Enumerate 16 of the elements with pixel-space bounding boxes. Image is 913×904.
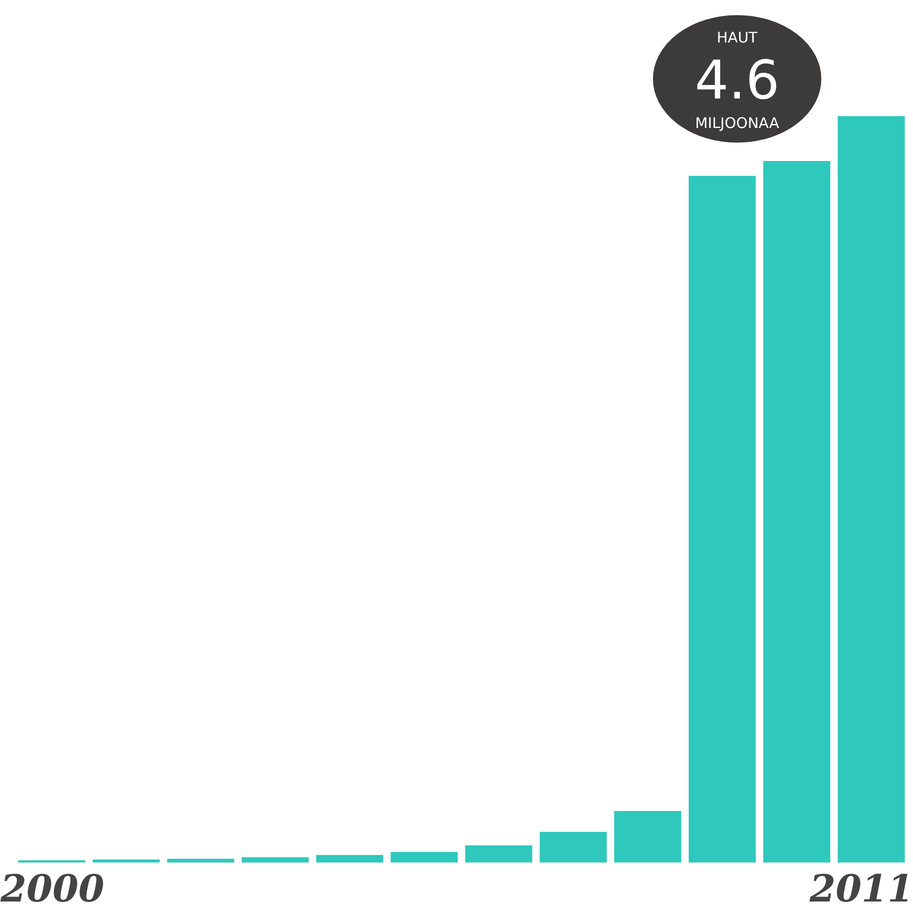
bar <box>242 857 309 862</box>
text: 4.6 <box>694 48 780 112</box>
annotation: MILJOONAA <box>695 115 780 132</box>
bar <box>763 160 830 862</box>
bar <box>316 855 384 862</box>
bar <box>167 858 234 862</box>
bar <box>540 832 607 862</box>
text: HAUT <box>716 29 758 46</box>
x-tick-label: 2011 <box>808 866 913 904</box>
bar <box>614 811 682 862</box>
bar <box>465 845 532 862</box>
bar <box>390 852 458 862</box>
bar <box>688 176 756 862</box>
x-tick-label: 2000 <box>0 866 104 904</box>
bar <box>838 116 905 862</box>
bar <box>92 860 160 862</box>
